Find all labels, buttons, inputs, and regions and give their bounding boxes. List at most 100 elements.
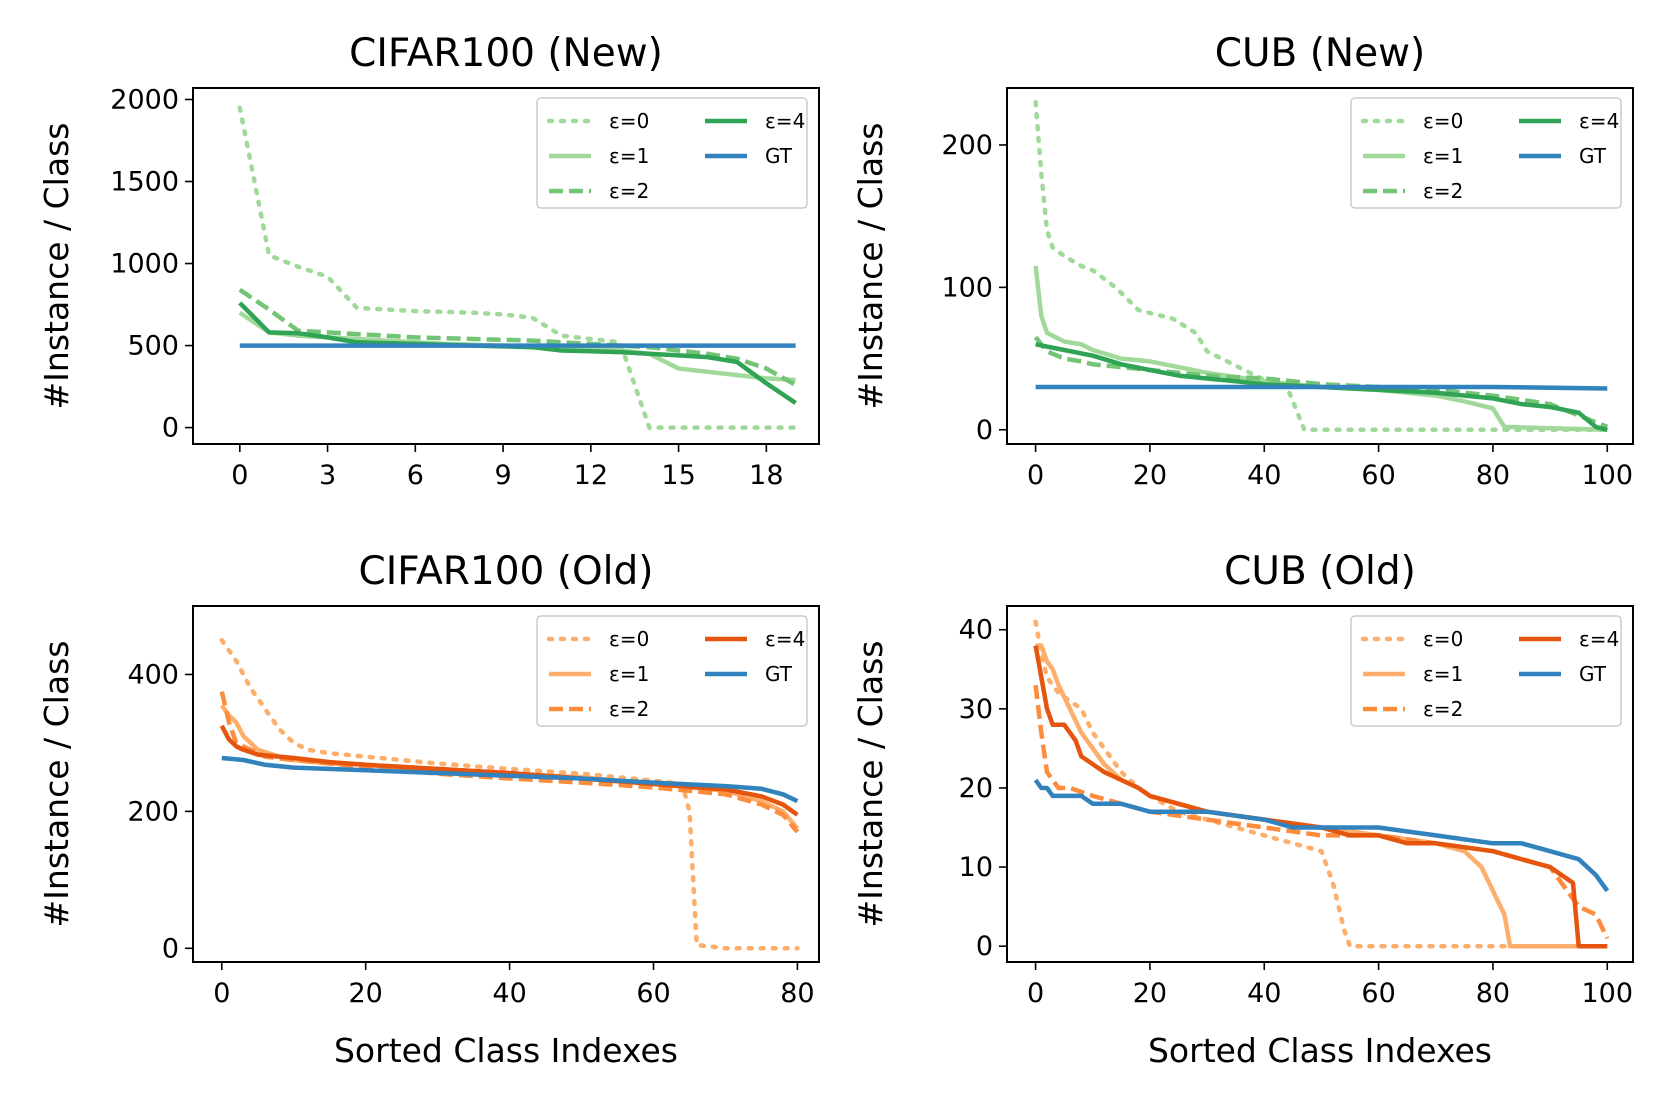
x-tick-label: 0 <box>231 460 248 491</box>
x-tick-label: 40 <box>1247 978 1281 1009</box>
legend-box <box>536 97 808 209</box>
series-group <box>219 637 800 951</box>
x-tick-label: 12 <box>574 460 608 491</box>
x-axis-label: Sorted Class Indexes <box>1148 1031 1492 1070</box>
legend-box <box>536 615 808 727</box>
legend-label: ε=0 <box>609 627 649 651</box>
series-line-eps2 <box>1033 335 1609 429</box>
legend-label: ε=4 <box>765 109 805 133</box>
legend-label: GT <box>765 662 793 686</box>
y-axis-label: #Instance / Class <box>851 641 890 928</box>
legend-label: ε=1 <box>1423 144 1463 168</box>
series-line-gt <box>221 755 799 804</box>
y-tick-label: 0 <box>162 413 179 444</box>
chart-title: CUB (Old) <box>1224 549 1416 594</box>
y-tick-label: 30 <box>959 694 993 725</box>
x-tick-label: 60 <box>1361 978 1395 1009</box>
x-tick-label: 40 <box>492 978 526 1009</box>
x-tick-label: 60 <box>636 978 670 1009</box>
y-tick-label: 200 <box>127 796 179 827</box>
legend-box <box>1350 615 1622 727</box>
chart-panel-3: CIFAR100 (Old) #Instance / Class Sorted Cl… <box>37 549 820 1070</box>
x-tick-label: 60 <box>1361 460 1395 491</box>
x-tick-label: 20 <box>1133 978 1167 1009</box>
series-line-eps2 <box>238 287 797 387</box>
legend-label: ε=2 <box>609 697 649 721</box>
series-line-eps0 <box>1033 619 1610 949</box>
x-tick-label: 80 <box>1476 460 1510 491</box>
y-tick-label: 1500 <box>110 167 179 198</box>
legend-label: ε=0 <box>609 109 649 133</box>
x-tick-label: 15 <box>661 460 695 491</box>
y-tick-label: 20 <box>959 773 993 804</box>
y-tick-label: 100 <box>941 272 993 303</box>
series-line-eps0 <box>1033 99 1610 433</box>
x-tick-label: 20 <box>1133 460 1167 491</box>
legend-label: ε=1 <box>609 144 649 168</box>
x-tick-label: 0 <box>1027 460 1044 491</box>
legend-label: ε=2 <box>1423 179 1463 203</box>
plot-frame <box>192 87 820 445</box>
series-line-gt <box>1033 778 1610 893</box>
y-tick-label: 40 <box>959 615 993 646</box>
x-tick-label: 0 <box>1027 978 1044 1009</box>
legend: ε=0 ε=1 ε=2 ε=4 GT <box>1350 615 1622 727</box>
x-axis-label: Sorted Class Indexes <box>334 1031 678 1070</box>
chart-panel-2: CUB (New) #Instance / Class 0 20 40 60 80 100 0 1… <box>851 31 1634 491</box>
y-tick-label: 0 <box>976 415 993 446</box>
x-tick-label: 6 <box>407 460 424 491</box>
legend-label: GT <box>1579 662 1607 686</box>
y-tick-label: 400 <box>127 659 179 690</box>
y-tick-label: 0 <box>976 931 993 962</box>
legend: ε=0 ε=1 ε=2 ε=4 GT <box>536 615 808 727</box>
x-tick-label: 100 <box>1582 978 1634 1009</box>
chart-title: CIFAR100 (New) <box>349 31 663 76</box>
y-tick-label: 200 <box>941 130 993 161</box>
series-group <box>237 105 798 430</box>
y-tick-label: 10 <box>959 852 993 883</box>
legend-label: ε=2 <box>609 179 649 203</box>
y-axis-label: #Instance / Class <box>37 641 76 928</box>
chart-panel-4: CUB (Old) #Instance / Class Sorted Class I… <box>851 549 1634 1070</box>
series-line-eps0 <box>237 105 798 430</box>
x-tick-label: 3 <box>319 460 336 491</box>
series-group <box>1033 619 1610 949</box>
plot-frame <box>1006 87 1634 445</box>
plot-frame <box>192 605 820 963</box>
x-tick-label: 80 <box>780 978 814 1009</box>
legend: ε=0 ε=1 ε=2 ε=4 GT <box>536 97 808 209</box>
series-line-eps4 <box>219 724 799 817</box>
legend-label: GT <box>1579 144 1607 168</box>
legend-label: ε=4 <box>765 627 805 651</box>
legend-label: ε=0 <box>1423 109 1463 133</box>
plot-frame <box>1006 605 1634 963</box>
legend-label: GT <box>765 144 793 168</box>
x-tick-label: 9 <box>494 460 511 491</box>
y-tick-label: 0 <box>162 933 179 964</box>
x-tick-label: 18 <box>749 460 783 491</box>
y-axis-label: #Instance / Class <box>37 123 76 410</box>
y-axis-label: #Instance / Class <box>851 123 890 410</box>
legend-label: ε=1 <box>1423 662 1463 686</box>
x-tick-label: 100 <box>1582 460 1634 491</box>
series-line-eps1 <box>1033 265 1608 433</box>
legend-label: ε=4 <box>1579 109 1619 133</box>
legend-box <box>1350 97 1622 209</box>
series-group <box>1033 99 1610 433</box>
legend-label: ε=2 <box>1423 697 1463 721</box>
y-tick-label: 500 <box>127 331 179 362</box>
chart-panel-1: CIFAR100 (New) #Instance / Class 0 3 6 9 12 15 1… <box>37 31 820 491</box>
x-tick-label: 0 <box>213 978 230 1009</box>
y-tick-label: 1000 <box>110 249 179 280</box>
x-tick-label: 80 <box>1476 978 1510 1009</box>
legend: ε=0 ε=1 ε=2 ε=4 GT <box>1350 97 1622 209</box>
x-tick-label: 40 <box>1247 460 1281 491</box>
x-tick-label: 20 <box>349 978 383 1009</box>
legend-label: ε=1 <box>609 662 649 686</box>
chart-title: CIFAR100 (Old) <box>359 549 654 594</box>
series-line-gt <box>1035 384 1608 391</box>
legend-label: ε=0 <box>1423 627 1463 651</box>
chart-title: CUB (New) <box>1215 31 1425 76</box>
